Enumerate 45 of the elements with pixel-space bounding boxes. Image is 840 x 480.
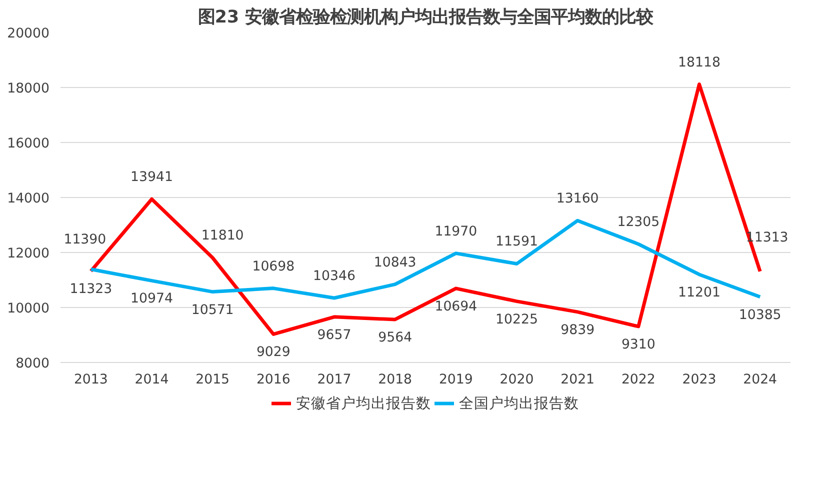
data-label: 10843 — [374, 255, 416, 270]
x-tick-label: 2017 — [317, 372, 352, 388]
x-tick-label: 2020 — [500, 372, 534, 388]
x-tick-label: 2019 — [438, 372, 473, 388]
data-label: 10974 — [130, 292, 173, 307]
legend-label: 安徽省户均出报告数 — [296, 394, 431, 412]
y-tick-label: 18000 — [7, 82, 50, 96]
data-label: 10346 — [313, 268, 356, 284]
data-label: 11810 — [201, 228, 244, 244]
data-label: 18118 — [678, 55, 720, 70]
data-label: 10694 — [434, 299, 478, 314]
data-label: 11323 — [70, 282, 112, 298]
data-label: 11201 — [678, 285, 720, 300]
data-label: 11591 — [496, 234, 538, 250]
data-label: 10225 — [496, 312, 538, 328]
x-tick-label: 2014 — [134, 372, 169, 388]
data-label: 13941 — [130, 170, 173, 186]
data-label: 10571 — [191, 302, 234, 318]
x-tick-label: 2015 — [196, 372, 230, 388]
y-tick-label: 14000 — [7, 192, 50, 206]
x-tick-label: 2016 — [256, 372, 290, 388]
data-label: 12305 — [617, 215, 660, 230]
y-tick-label: 16000 — [7, 136, 50, 152]
x-tick-label: 2021 — [560, 372, 595, 388]
data-label: 9029 — [256, 345, 290, 360]
x-tick-label: 2013 — [74, 372, 108, 388]
x-tick-label: 2024 — [743, 372, 778, 388]
x-tick-label: 2018 — [378, 372, 412, 388]
y-tick-label: 10000 — [7, 302, 50, 316]
data-label: 9657 — [317, 328, 352, 343]
x-tick-label: 2022 — [621, 372, 656, 388]
chart-title: 图23 安徽省检验检测机构户均出报告数与全国平均数的比较 — [198, 8, 654, 28]
data-label: 13160 — [556, 192, 599, 207]
y-tick-label: 20000 — [7, 26, 50, 42]
y-tick-label: 8000 — [16, 356, 50, 372]
legend-label: 全国户均出报告数 — [459, 394, 579, 412]
data-label: 9564 — [378, 330, 412, 346]
data-label: 10698 — [252, 259, 295, 274]
x-tick-label: 2023 — [682, 372, 716, 388]
data-label: 11970 — [434, 224, 478, 240]
data-label: 11390 — [64, 232, 106, 248]
data-label: 9310 — [621, 337, 656, 352]
data-label: 9839 — [560, 322, 595, 338]
y-tick-label: 12000 — [7, 246, 50, 262]
data-label: 10385 — [738, 308, 782, 323]
